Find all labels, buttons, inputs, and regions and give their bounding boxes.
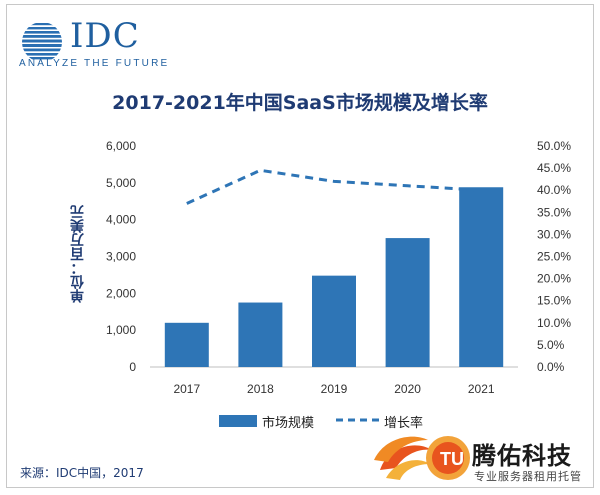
x-tick-label: 2019	[321, 382, 348, 396]
logo-tagline: ANALYZE THE FUTURE	[19, 58, 170, 69]
y-tick-label: 1,000	[106, 323, 136, 337]
y2-tick-label: 5.0%	[537, 338, 565, 352]
y2-tick-label: 15.0%	[537, 294, 571, 308]
logo-text: IDC	[70, 16, 140, 56]
y2-tick-label: 10.0%	[537, 316, 571, 330]
x-tick-label: 2020	[394, 382, 421, 396]
y2-tick-label: 25.0%	[537, 250, 571, 264]
svg-text:TU: TU	[440, 449, 464, 469]
source-note: 来源：IDC中国，2017	[20, 466, 144, 480]
y-tick-label: 5,000	[106, 176, 136, 190]
x-tick-label: 2018	[247, 382, 274, 396]
bar-2018	[238, 302, 283, 367]
bar-2019	[312, 275, 356, 367]
y-tick-label: 4,000	[106, 213, 136, 227]
y-tick-label: 2,000	[106, 286, 136, 300]
y2-tick-label: 30.0%	[537, 227, 571, 241]
growth-rate-line	[186, 168, 482, 205]
bar-2020	[385, 238, 430, 367]
y-tick-label: 6,000	[106, 139, 136, 153]
y-tick-label: 0	[129, 360, 136, 374]
y2-tick-label: 0.0%	[537, 360, 565, 374]
y2-tick-label: 50.0%	[537, 139, 571, 153]
legend-label-line: 增长率	[384, 416, 424, 431]
y2-tick-label: 35.0%	[537, 205, 571, 219]
y2-tick-label: 45.0%	[537, 161, 571, 175]
legend-line-swatch	[336, 418, 380, 422]
bar-2017	[164, 322, 209, 367]
idc-globe-icon	[22, 23, 62, 60]
bar-2021	[459, 187, 504, 367]
x-tick-label: 2021	[468, 382, 495, 396]
brand-tagline: 专业服务器租用托管	[474, 470, 582, 483]
legend-label-bar: 市场规模	[262, 416, 315, 431]
brand-name: 腾佑科技	[472, 442, 572, 470]
y2-tick-label: 40.0%	[537, 183, 571, 197]
brand-logo-icon: TU	[374, 436, 470, 480]
chart-title: 2017-2021年中国SaaS市场规模及增长率	[112, 92, 488, 114]
y2-tick-label: 20.0%	[537, 272, 571, 286]
y-tick-label: 3,000	[106, 250, 136, 264]
x-tick-label: 2017	[173, 382, 200, 396]
legend-bar-swatch	[219, 415, 257, 427]
